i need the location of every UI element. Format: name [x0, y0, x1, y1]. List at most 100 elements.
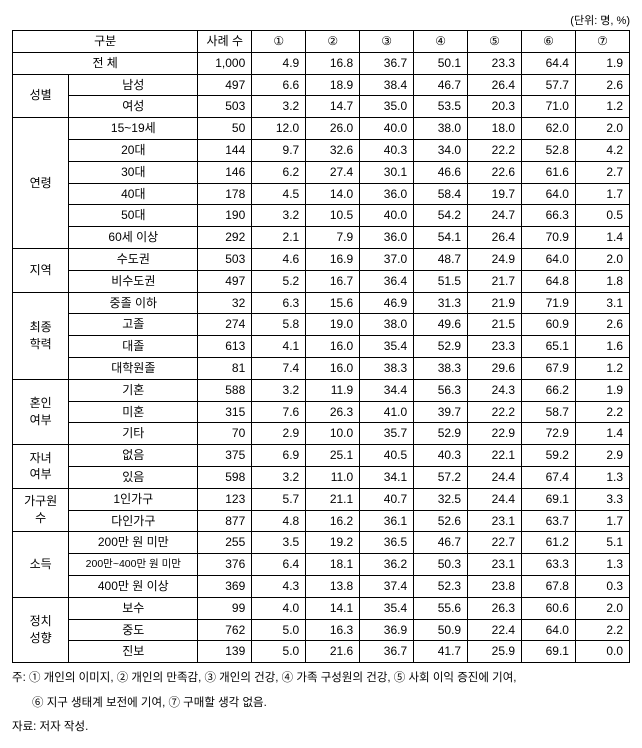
table-row: 진보1395.021.636.741.725.969.10.0 [13, 641, 630, 663]
cell: 2.9 [575, 445, 629, 467]
cell: 3.3 [575, 488, 629, 510]
cell: 35.4 [360, 336, 414, 358]
table-row: 다인가구8774.816.236.152.623.163.71.7 [13, 510, 630, 532]
table-row: 최종 학력중졸 이하326.315.646.931.321.971.93.1 [13, 292, 630, 314]
cell: 588 [198, 379, 252, 401]
col-n: 사례 수 [198, 31, 252, 53]
cell: 16.7 [306, 270, 360, 292]
cell: 1,000 [198, 52, 252, 74]
cell: 190 [198, 205, 252, 227]
cell: 있음 [69, 466, 198, 488]
cell: 4.3 [252, 575, 306, 597]
cell: 21.5 [468, 314, 522, 336]
cell: 46.7 [414, 532, 468, 554]
cell: 497 [198, 270, 252, 292]
cell: 67.4 [522, 466, 576, 488]
cell: 63.3 [522, 554, 576, 576]
cell: 58.7 [522, 401, 576, 423]
col-1: ① [252, 31, 306, 53]
cell: 1.4 [575, 227, 629, 249]
table-row: 기타702.910.035.752.922.972.91.4 [13, 423, 630, 445]
cell: 1.7 [575, 510, 629, 532]
group-label: 지역 [13, 248, 69, 292]
cell: 18.9 [306, 74, 360, 96]
cell: 2.9 [252, 423, 306, 445]
cell: 24.4 [468, 488, 522, 510]
cell: 1.3 [575, 466, 629, 488]
cell: 61.6 [522, 161, 576, 183]
cell: 375 [198, 445, 252, 467]
cell: 6.4 [252, 554, 306, 576]
cell: 598 [198, 466, 252, 488]
cell: 40.0 [360, 118, 414, 140]
cell: 23.1 [468, 510, 522, 532]
cell: 4.2 [575, 139, 629, 161]
cell: 36.0 [360, 227, 414, 249]
col-group: 구분 [13, 31, 198, 53]
table-row: 중도7625.016.336.950.922.464.02.2 [13, 619, 630, 641]
cell: 전 체 [13, 52, 198, 74]
cell: 41.7 [414, 641, 468, 663]
cell: 66.2 [522, 379, 576, 401]
cell: 40.3 [360, 139, 414, 161]
cell: 30.1 [360, 161, 414, 183]
table-row: 혼인 여부기혼5883.211.934.456.324.366.21.9 [13, 379, 630, 401]
table-row: 30대1466.227.430.146.622.661.62.7 [13, 161, 630, 183]
cell: 51.5 [414, 270, 468, 292]
cell: 21.6 [306, 641, 360, 663]
table-row: 60세 이상2922.17.936.054.126.470.91.4 [13, 227, 630, 249]
cell: 3.2 [252, 205, 306, 227]
cell: 57.7 [522, 74, 576, 96]
cell: 64.0 [522, 619, 576, 641]
cell: 877 [198, 510, 252, 532]
cell: 39.7 [414, 401, 468, 423]
cell: 14.7 [306, 96, 360, 118]
col-7: ⑦ [575, 31, 629, 53]
cell: 5.1 [575, 532, 629, 554]
cell: 32.6 [306, 139, 360, 161]
cell: 38.4 [360, 74, 414, 96]
table-row: 정치 성향보수994.014.135.455.626.360.62.0 [13, 597, 630, 619]
table-row: 고졸2745.819.038.049.621.560.92.6 [13, 314, 630, 336]
cell: 4.6 [252, 248, 306, 270]
cell: 52.9 [414, 336, 468, 358]
cell: 진보 [69, 641, 198, 663]
cell: 6.3 [252, 292, 306, 314]
cell: 38.0 [360, 314, 414, 336]
cell: 미혼 [69, 401, 198, 423]
cell: 5.2 [252, 270, 306, 292]
cell: 1.9 [575, 379, 629, 401]
cell: 23.8 [468, 575, 522, 597]
cell: 23.3 [468, 52, 522, 74]
cell: 1.3 [575, 554, 629, 576]
cell: 32 [198, 292, 252, 314]
group-label: 소득 [13, 532, 69, 597]
cell: 60.9 [522, 314, 576, 336]
group-label: 연령 [13, 118, 69, 249]
cell: 대졸 [69, 336, 198, 358]
cell: 40.0 [360, 205, 414, 227]
cell: 29.6 [468, 357, 522, 379]
cell: 22.2 [468, 139, 522, 161]
header-row: 구분 사례 수 ① ② ③ ④ ⑤ ⑥ ⑦ [13, 31, 630, 53]
group-label: 최종 학력 [13, 292, 69, 379]
cell: 5.0 [252, 641, 306, 663]
cell: 4.9 [252, 52, 306, 74]
cell: 2.2 [575, 401, 629, 423]
table-row: 400만 원 이상3694.313.837.452.323.867.80.3 [13, 575, 630, 597]
cell: 0.5 [575, 205, 629, 227]
col-4: ④ [414, 31, 468, 53]
source: 자료: 저자 작성. [12, 718, 630, 736]
cell: 1.4 [575, 423, 629, 445]
cell: 65.1 [522, 336, 576, 358]
table-row: 대학원졸817.416.038.338.329.667.91.2 [13, 357, 630, 379]
group-label: 가구원 수 [13, 488, 69, 532]
table-row: 자녀 여부없음3756.925.140.540.322.159.22.9 [13, 445, 630, 467]
cell: 22.6 [468, 161, 522, 183]
cell: 2.0 [575, 248, 629, 270]
cell: 보수 [69, 597, 198, 619]
cell: 24.4 [468, 466, 522, 488]
table-row: 가구원 수1인가구1235.721.140.732.524.469.13.3 [13, 488, 630, 510]
cell: 16.0 [306, 336, 360, 358]
cell: 4.5 [252, 183, 306, 205]
